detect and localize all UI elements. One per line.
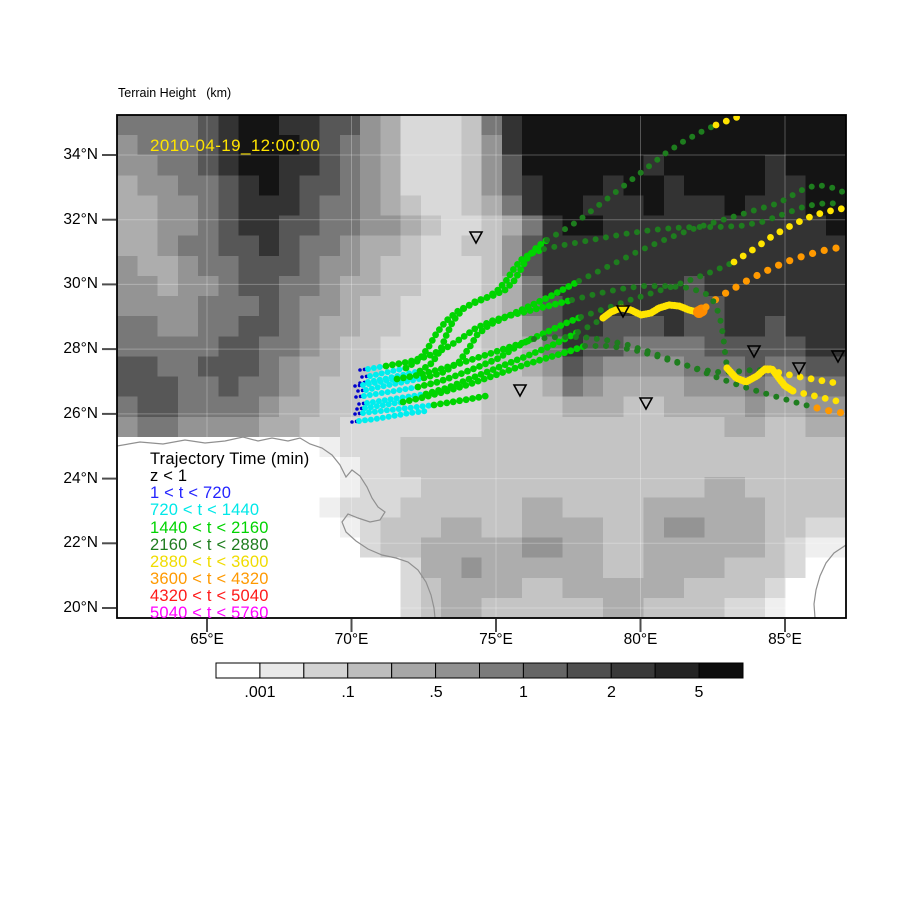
colorbar-segment <box>259 662 305 679</box>
colorbar-tick-label: 2 <box>607 684 616 701</box>
legend-entry: 5040 < t < 5760 <box>150 604 269 623</box>
colorbar-tick-label: .001 <box>244 684 276 701</box>
trajectory-dots <box>358 283 840 405</box>
plot-title: Terrain Height (km) <box>118 86 232 100</box>
colorbar-tick-label: 5 <box>694 684 704 701</box>
x-axis-label: 65°E <box>190 631 224 648</box>
legend-title: Trajectory Time (min) <box>150 450 310 468</box>
colorbar-segment <box>347 662 393 679</box>
timestamp-label: 2010-04-19_12:00:00 <box>150 136 321 155</box>
trajectory-dots <box>353 334 845 417</box>
y-axis-label: 20°N <box>63 599 98 616</box>
x-axis-label: 70°E <box>334 631 369 648</box>
colorbar-segment <box>698 662 744 679</box>
legend-entry: 2880 < t < 3600 <box>150 552 269 571</box>
legend-entry: 720 < t < 1440 <box>150 501 260 520</box>
coastline-layer <box>117 436 846 618</box>
colorbar-tick-label: .5 <box>429 684 443 701</box>
colorbar-segment <box>610 662 656 679</box>
y-axis-label: 24°N <box>63 469 98 487</box>
terrain-layer <box>117 115 846 618</box>
y-axis-label: 22°N <box>63 534 98 552</box>
station-triangle-icon <box>468 231 484 245</box>
y-axis-label: 30°N <box>63 275 98 293</box>
x-axis-label: 75°E <box>479 631 513 648</box>
legend-entry: 4320 < t < 5040 <box>150 587 269 606</box>
legend-entry: 3600 < t < 4320 <box>150 570 269 588</box>
legend-entry: 1440 < t < 2160 <box>150 518 269 537</box>
trajectory-dots <box>354 205 845 399</box>
station-triangle-icon <box>638 397 654 411</box>
legend-entry: 1 < t < 720 <box>150 484 232 503</box>
trajectory-dots <box>350 408 428 424</box>
station-triangle-icon <box>791 362 807 376</box>
colorbar-segment <box>654 662 700 679</box>
station-triangle-icon <box>830 350 846 364</box>
colorbar-segment <box>215 662 261 679</box>
colorbar-segment <box>435 662 481 679</box>
legend-entry: z < 1 <box>150 467 188 486</box>
y-axis-label: 34°N <box>63 146 98 163</box>
colorbar-tick-label: .1 <box>341 684 355 701</box>
trajectory-dots <box>353 392 489 416</box>
colorbar-segment <box>303 662 349 679</box>
coastline-path <box>117 436 436 618</box>
station-triangle-icon <box>512 384 528 398</box>
colorbar-segment <box>522 662 568 679</box>
trajectory-dots <box>360 200 836 379</box>
y-axis-label: 32°N <box>63 210 98 228</box>
x-axis-label: 85°E <box>768 631 802 648</box>
station-triangle-icon <box>746 345 762 359</box>
colorbar-segment <box>391 662 437 679</box>
station-markers <box>468 231 846 411</box>
coastline-path <box>813 544 846 618</box>
y-axis-label: 28°N <box>63 340 98 358</box>
axis-ticks <box>102 154 786 632</box>
map-border <box>116 114 847 619</box>
colorbar-tick-label: 1 <box>519 684 528 701</box>
x-axis-label: 80°E <box>623 631 658 648</box>
terrain-colorbar <box>215 662 744 679</box>
station-triangle-icon <box>615 305 631 319</box>
colorbar-segment <box>566 662 612 679</box>
trajectories-layer <box>350 115 845 424</box>
colorbar-segment <box>479 662 524 679</box>
legend-entry: 2160 < t < 2880 <box>150 535 269 554</box>
y-axis-label: 26°N <box>63 404 98 422</box>
